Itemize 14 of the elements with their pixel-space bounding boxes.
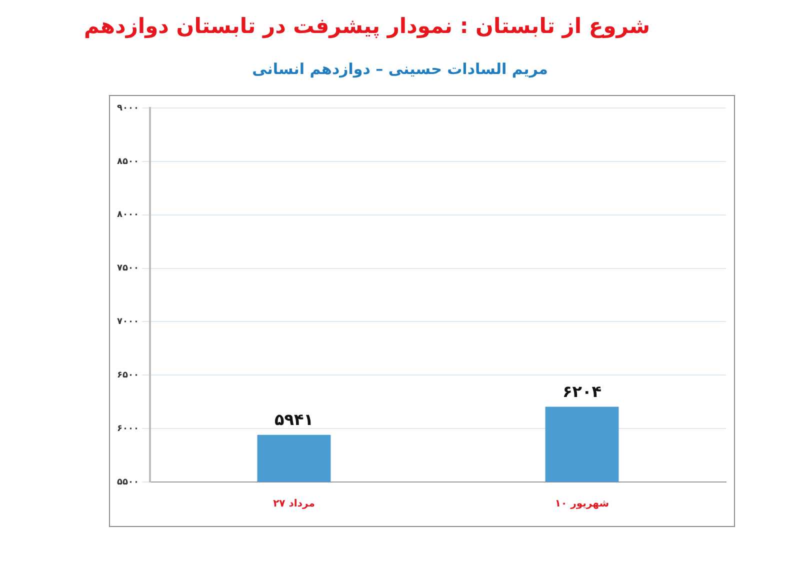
y-tick-label: ۹۰۰۰ <box>116 103 139 114</box>
y-tick-label: ۵۵۰۰ <box>116 477 139 488</box>
y-tick-label: ۸۵۰۰ <box>116 156 139 167</box>
y-tick-label: ۶۰۰۰ <box>116 424 139 434</box>
chart-title: شروع از تابستان : نمودار پیشرفت در تابستان دوازدهم <box>84 14 650 38</box>
y-tick-label: ۷۰۰۰ <box>116 317 139 328</box>
data-label: ۵۹۴۱ <box>274 410 314 430</box>
data-label: ۶۲۰۴ <box>562 382 602 401</box>
x-tick-label: ۱۰ شهریور <box>554 498 610 510</box>
y-tick-label: ۷۵۰۰ <box>116 264 139 274</box>
chart-subtitle: مریم السادات حسینی – دوازدهم انسانی <box>251 60 549 78</box>
y-tick-label: ۶۵۰۰ <box>116 370 139 380</box>
y-tick-label: ۸۰۰۰ <box>116 210 139 220</box>
x-tick-label: ۲۷ مرداد <box>273 498 315 510</box>
